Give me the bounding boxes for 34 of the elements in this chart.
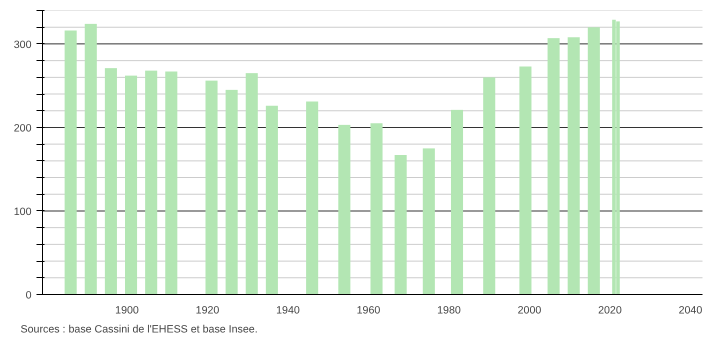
bar	[104, 68, 117, 294]
x-tick-label: 1960	[356, 304, 380, 316]
bar	[519, 66, 532, 294]
bar	[568, 37, 580, 294]
y-tick-label: 300	[14, 38, 32, 51]
x-tick-label: 1980	[437, 304, 461, 316]
x-tick-label: 1920	[196, 304, 220, 316]
x-tick-label: 2020	[598, 304, 622, 316]
bar	[205, 80, 218, 294]
x-tick-label: 1940	[276, 304, 300, 316]
bar	[450, 110, 464, 294]
bar	[338, 124, 350, 294]
x-tick-label: 1900	[115, 304, 139, 316]
bar	[483, 77, 496, 294]
bar	[165, 71, 178, 294]
y-tick-label: 200	[14, 122, 32, 134]
source-note: Sources : base Cassini de l'EHESS et base Insee.	[20, 324, 258, 336]
bar	[306, 102, 318, 294]
bar	[370, 123, 383, 294]
bar	[64, 30, 77, 294]
bar	[266, 106, 278, 294]
bar	[145, 70, 158, 294]
bar	[84, 24, 97, 294]
x-tick-label: 2040	[678, 304, 702, 316]
y-tick-label: 100	[14, 206, 32, 218]
bar	[588, 27, 600, 294]
bar	[394, 155, 407, 294]
y-tick-label: 0	[26, 290, 32, 302]
bar	[226, 90, 238, 294]
bar	[125, 76, 138, 294]
bar	[548, 38, 560, 294]
bar	[246, 73, 258, 294]
bar	[422, 148, 435, 294]
x-tick-label: 2000	[518, 304, 542, 316]
